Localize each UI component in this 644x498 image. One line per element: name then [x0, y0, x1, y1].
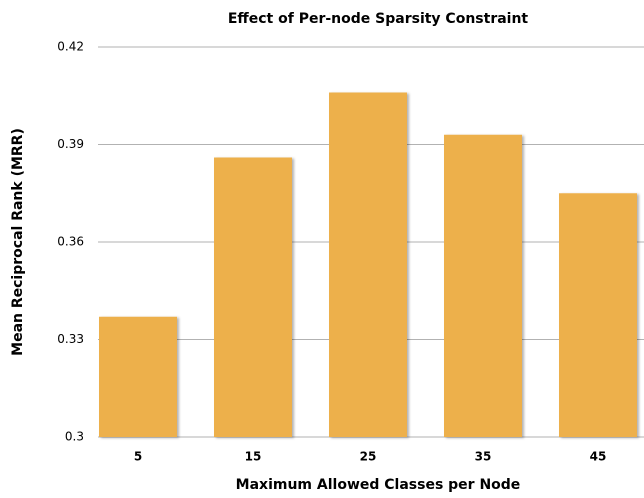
x-tick-label: 25: [360, 450, 377, 464]
bar: [559, 193, 637, 437]
x-tick-label: 5: [134, 450, 142, 464]
y-axis-label: Mean Reciprocal Rank (MRR): [10, 128, 26, 356]
bar: [214, 157, 292, 437]
bar: [444, 134, 522, 437]
x-axis-label: Maximum Allowed Classes per Node: [236, 477, 521, 493]
y-tick-label: 0.39: [57, 137, 84, 151]
bar: [99, 316, 177, 437]
x-tick-label: 45: [590, 450, 607, 464]
bar: [329, 92, 407, 437]
chart-title: Effect of Per-node Sparsity Constraint: [228, 11, 529, 27]
y-tick-label: 0.3: [65, 430, 84, 444]
x-tick-label: 35: [475, 450, 492, 464]
y-tick-label: 0.33: [57, 332, 84, 346]
y-tick-label: 0.36: [57, 235, 84, 249]
x-tick-label: 15: [245, 450, 262, 464]
y-tick-label: 0.42: [57, 40, 84, 54]
